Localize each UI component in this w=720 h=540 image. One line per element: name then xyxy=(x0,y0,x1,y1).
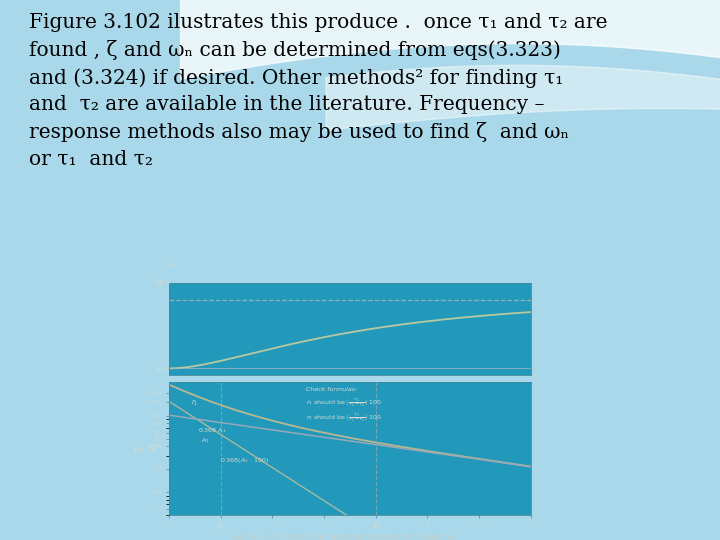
Text: Figure 3.102 ilustrates this produce .  once τ₁ and τ₂ are
found , ζ and ωₙ can : Figure 3.102 ilustrates this produce . o… xyxy=(29,14,607,169)
Text: Kp∞: Kp∞ xyxy=(154,366,169,372)
Text: $\tau_2$: $\tau_2$ xyxy=(216,522,225,532)
Text: $r_1$: $r_1$ xyxy=(191,397,198,408)
Text: Figure 3.102  Step test for overdamped second-order systems: Figure 3.102 Step test for overdamped se… xyxy=(235,534,453,540)
Text: Check formulas:: Check formulas: xyxy=(307,387,358,392)
Text: t: t xyxy=(534,373,538,382)
Text: $r_2$ should be $\left(\frac{\tau_2}{\tau_1-\tau_2}\right)$ 100: $r_2$ should be $\left(\frac{\tau_2}{\ta… xyxy=(307,411,383,423)
Text: 0.368($A_1$ · 100): 0.368($A_1$ · 100) xyxy=(220,456,269,465)
Text: $\tau_1$: $\tau_1$ xyxy=(372,522,381,532)
Text: 9o: 9o xyxy=(169,262,176,267)
Text: 0.368 $A_1$: 0.368 $A_1$ xyxy=(198,427,226,435)
Text: $r_1$ should be $\left(\frac{\tau_1}{\tau_1-\tau_2}\right)$ 100: $r_1$ should be $\left(\frac{\tau_1}{\ta… xyxy=(307,396,383,408)
Text: $A_1$: $A_1$ xyxy=(202,436,210,444)
Text: $e_m$  %: $e_m$ % xyxy=(132,442,156,455)
Text: Kp∞: Kp∞ xyxy=(154,279,171,287)
